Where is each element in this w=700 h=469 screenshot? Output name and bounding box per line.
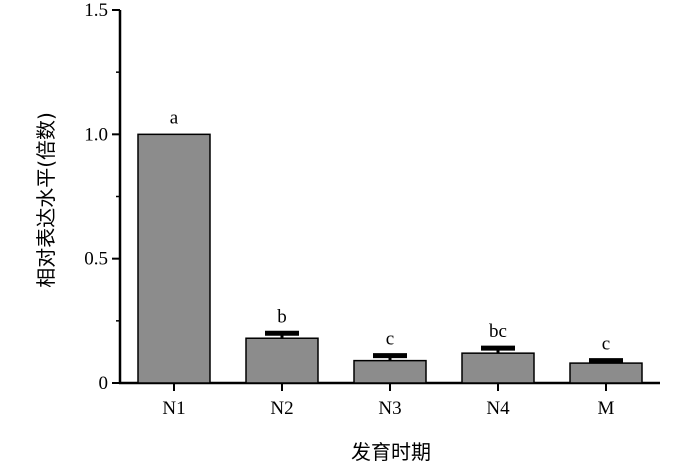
significance-label: c: [602, 334, 610, 355]
significance-label: a: [170, 107, 179, 128]
significance-label: bc: [489, 321, 507, 342]
x-tick-label: N1: [162, 398, 185, 419]
y-tick-label: 0: [99, 373, 109, 394]
x-tick-label: N3: [378, 398, 401, 419]
x-tick-label: N2: [270, 398, 293, 419]
bar: [137, 133, 211, 384]
bars: [137, 133, 643, 384]
significance-labels: abc bcc: [170, 107, 610, 354]
bar: [569, 362, 643, 384]
x-tick-label: N4: [486, 398, 510, 419]
significance-label: b: [277, 306, 287, 327]
bar: [461, 352, 535, 384]
error-bars: [265, 330, 623, 364]
x-axis-title: 发育时期: [351, 440, 431, 464]
y-tick-label: 1.5: [84, 0, 108, 21]
x-axis: N1 N2 N3 N4 M: [119, 381, 660, 419]
y-axis: 0 0.5 1.0 1.5: [84, 0, 122, 394]
y-axis-title: 相对表达水平(倍数): [34, 112, 58, 288]
significance-label: c: [386, 329, 394, 350]
x-tick-label: M: [598, 398, 615, 419]
bar: [353, 359, 427, 384]
bar: [245, 337, 319, 384]
y-tick-label: 0.5: [84, 249, 108, 270]
y-tick-label: 1.0: [84, 124, 108, 145]
